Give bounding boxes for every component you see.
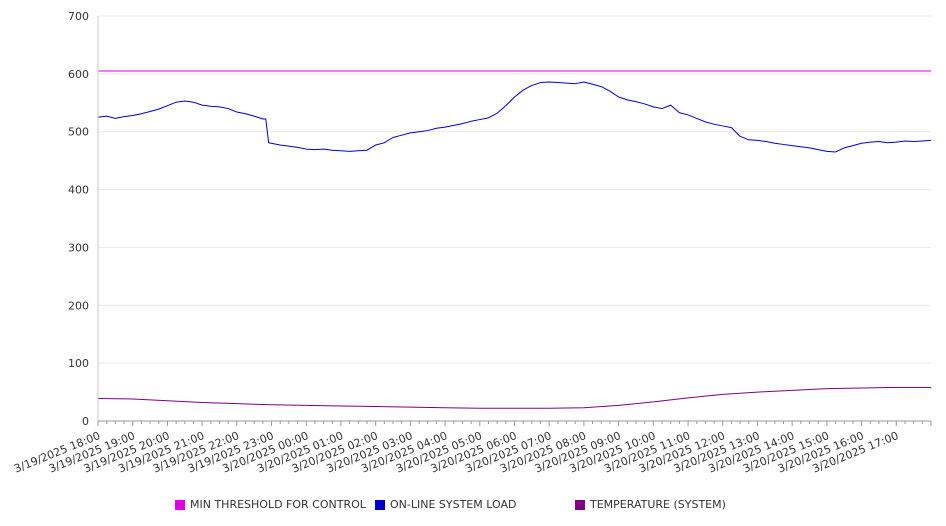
legend-label-system-load: ON-LINE SYSTEM LOAD xyxy=(390,498,516,511)
y-tick-label: 0 xyxy=(82,415,89,428)
y-axis-tick-labels: 0 100 200 300 400 500 600 700 xyxy=(68,10,89,428)
y-tick-label: 200 xyxy=(68,299,89,312)
y-tick-label: 100 xyxy=(68,357,89,370)
y-tick-label: 500 xyxy=(68,126,89,139)
x-axis-tick-labels: 3/19/2025 18:003/19/2025 19:003/19/2025 … xyxy=(12,421,931,476)
legend-swatch-temperature xyxy=(575,500,585,510)
y-tick-label: 400 xyxy=(68,184,89,197)
legend-item-min-threshold: MIN THRESHOLD FOR CONTROL xyxy=(175,498,366,511)
legend-label-min-threshold: MIN THRESHOLD FOR CONTROL xyxy=(190,498,366,511)
series-lines xyxy=(98,71,931,408)
series-line-system-load xyxy=(98,82,931,152)
legend-label-temperature: TEMPERATURE (SYSTEM) xyxy=(590,498,726,511)
legend-item-system-load: ON-LINE SYSTEM LOAD xyxy=(375,498,516,511)
legend-item-temperature: TEMPERATURE (SYSTEM) xyxy=(575,498,726,511)
chart-legend: MIN THRESHOLD FOR CONTROL ON-LINE SYSTEM… xyxy=(0,498,946,514)
y-tick-label: 700 xyxy=(68,10,89,23)
gridlines xyxy=(98,16,931,363)
legend-swatch-min-threshold xyxy=(175,500,185,510)
y-tick-label: 600 xyxy=(68,68,89,81)
legend-swatch-system-load xyxy=(375,500,385,510)
y-tick-label: 300 xyxy=(68,241,89,254)
series-line-temperature xyxy=(98,387,931,408)
